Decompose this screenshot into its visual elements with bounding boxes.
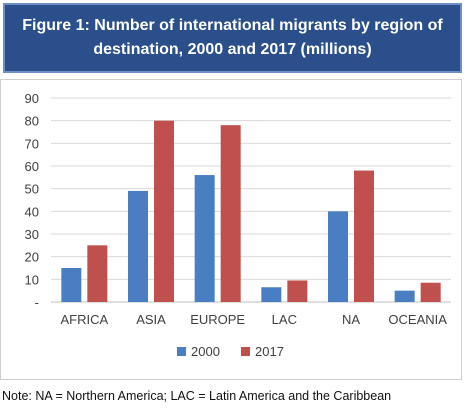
chart-frame: - 10 20 30 40 50 60 70 80 90 AFRICA ASIA EUROPE LAC NA…	[0, 79, 462, 380]
y-tick-label: -	[35, 295, 39, 310]
figure-header: Figure 1: Number of international migran…	[3, 3, 462, 73]
figure-title: Figure 1: Number of international migran…	[22, 17, 443, 58]
bar-2000	[394, 290, 415, 302]
bar-2017	[220, 125, 241, 302]
y-tick-label: 90	[25, 91, 39, 106]
y-tick-label: 40	[25, 204, 39, 219]
legend-label: 2000	[191, 344, 220, 359]
bar-2017	[154, 120, 174, 302]
bar-2017	[87, 245, 108, 302]
bar-2017	[354, 170, 374, 302]
y-tick-label: 70	[25, 136, 39, 151]
x-tick-label: AFRICA	[60, 312, 108, 327]
x-tick-label: NA	[342, 312, 360, 327]
bar-2017	[420, 282, 441, 302]
legend-swatch-2000	[177, 347, 186, 356]
bar-2000	[328, 211, 348, 302]
bar-2000	[128, 190, 148, 302]
bar-2000	[194, 175, 215, 302]
y-tick-label: 80	[25, 114, 39, 129]
legend-label: 2017	[255, 344, 284, 359]
bar-2000	[61, 268, 82, 302]
x-tick-label: EUROPE	[190, 312, 245, 327]
y-tick-label: 10	[25, 272, 39, 287]
legend-swatch-2017	[241, 347, 250, 356]
x-tick-label: OCEANIA	[388, 312, 447, 327]
y-tick-label: 30	[25, 227, 39, 242]
x-tick-label: ASIA	[136, 312, 166, 327]
bar-2017	[287, 280, 308, 302]
bar-chart: - 10 20 30 40 50 60 70 80 90 AFRICA ASIA EUROPE LAC NA…	[25, 91, 451, 359]
y-tick-label: 50	[25, 182, 39, 197]
bar-2000	[261, 287, 282, 302]
y-tick-label: 60	[25, 159, 39, 174]
x-tick-label: LAC	[272, 312, 297, 327]
footnote: Note: NA = Northern America; LAC = Latin…	[2, 389, 392, 403]
y-tick-label: 20	[25, 250, 39, 265]
